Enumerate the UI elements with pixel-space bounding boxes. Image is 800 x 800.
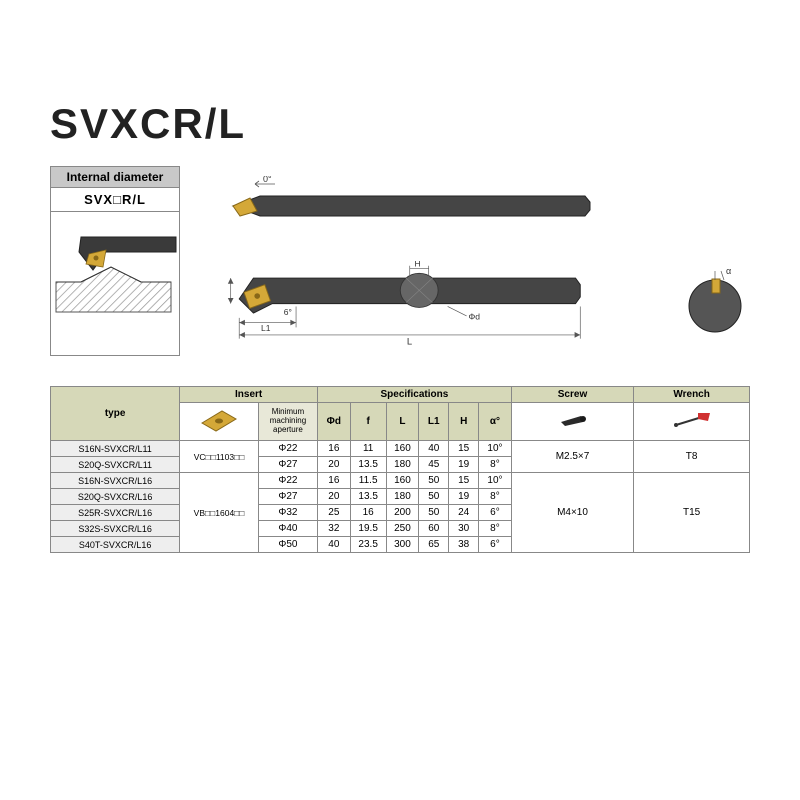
wrench-image-header xyxy=(634,403,750,441)
end-view-diagram: α xyxy=(680,266,750,336)
col-type: type xyxy=(51,387,180,441)
col-alpha: α° xyxy=(479,403,512,441)
col-screw: Screw xyxy=(511,387,633,403)
svg-text:H: H xyxy=(414,261,420,269)
internal-header: Internal diameter xyxy=(51,167,179,188)
svg-text:α: α xyxy=(726,266,731,276)
col-insert: Insert xyxy=(180,387,318,403)
col-L1: L1 xyxy=(419,403,449,441)
insert-image-header xyxy=(180,403,259,441)
insert-code-2: VB□□1604□□ xyxy=(180,473,259,553)
col-wrench: Wrench xyxy=(634,387,750,403)
internal-diagram xyxy=(51,212,179,327)
internal-model-label: SVX□R/L xyxy=(51,188,179,212)
svg-text:Φd: Φd xyxy=(468,312,480,322)
wrench-value-1: T8 xyxy=(634,441,750,473)
col-f: f xyxy=(350,403,386,441)
screw-image-header xyxy=(511,403,633,441)
screw-value-1: M2.5×7 xyxy=(511,441,633,473)
screw-value-2: M4×10 xyxy=(511,473,633,553)
svg-text:0°: 0° xyxy=(263,176,272,184)
svg-text:L: L xyxy=(407,336,412,347)
table-row: S16N-SVXCR/L11 VC□□1103□□ Φ22 16 11 160 … xyxy=(51,441,750,457)
insert-code-1: VC□□1103□□ xyxy=(180,441,259,473)
table-row: S16N-SVXCR/L16 VB□□1604□□ Φ22 16 11.5 16… xyxy=(51,473,750,489)
side-view-diagram: H Φd L L1 6° xyxy=(215,261,595,351)
main-diagrams: 0° H Φd L xyxy=(195,166,750,356)
internal-diameter-box: Internal diameter SVX□R/L xyxy=(50,166,180,356)
specifications-table: type Insert Specifications Screw Wrench … xyxy=(50,386,750,553)
diagram-section: Internal diameter SVX□R/L xyxy=(50,166,750,356)
col-phid: Φd xyxy=(318,403,351,441)
top-view-diagram: 0° xyxy=(215,176,595,236)
col-specs: Specifications xyxy=(318,387,512,403)
col-min-aperture: Minimum machining aperture xyxy=(258,403,317,441)
product-title: SVXCR/L xyxy=(50,100,750,148)
col-H: H xyxy=(449,403,479,441)
col-L: L xyxy=(386,403,419,441)
svg-text:6°: 6° xyxy=(284,307,292,317)
svg-text:L1: L1 xyxy=(261,323,271,333)
wrench-value-2: T15 xyxy=(634,473,750,553)
